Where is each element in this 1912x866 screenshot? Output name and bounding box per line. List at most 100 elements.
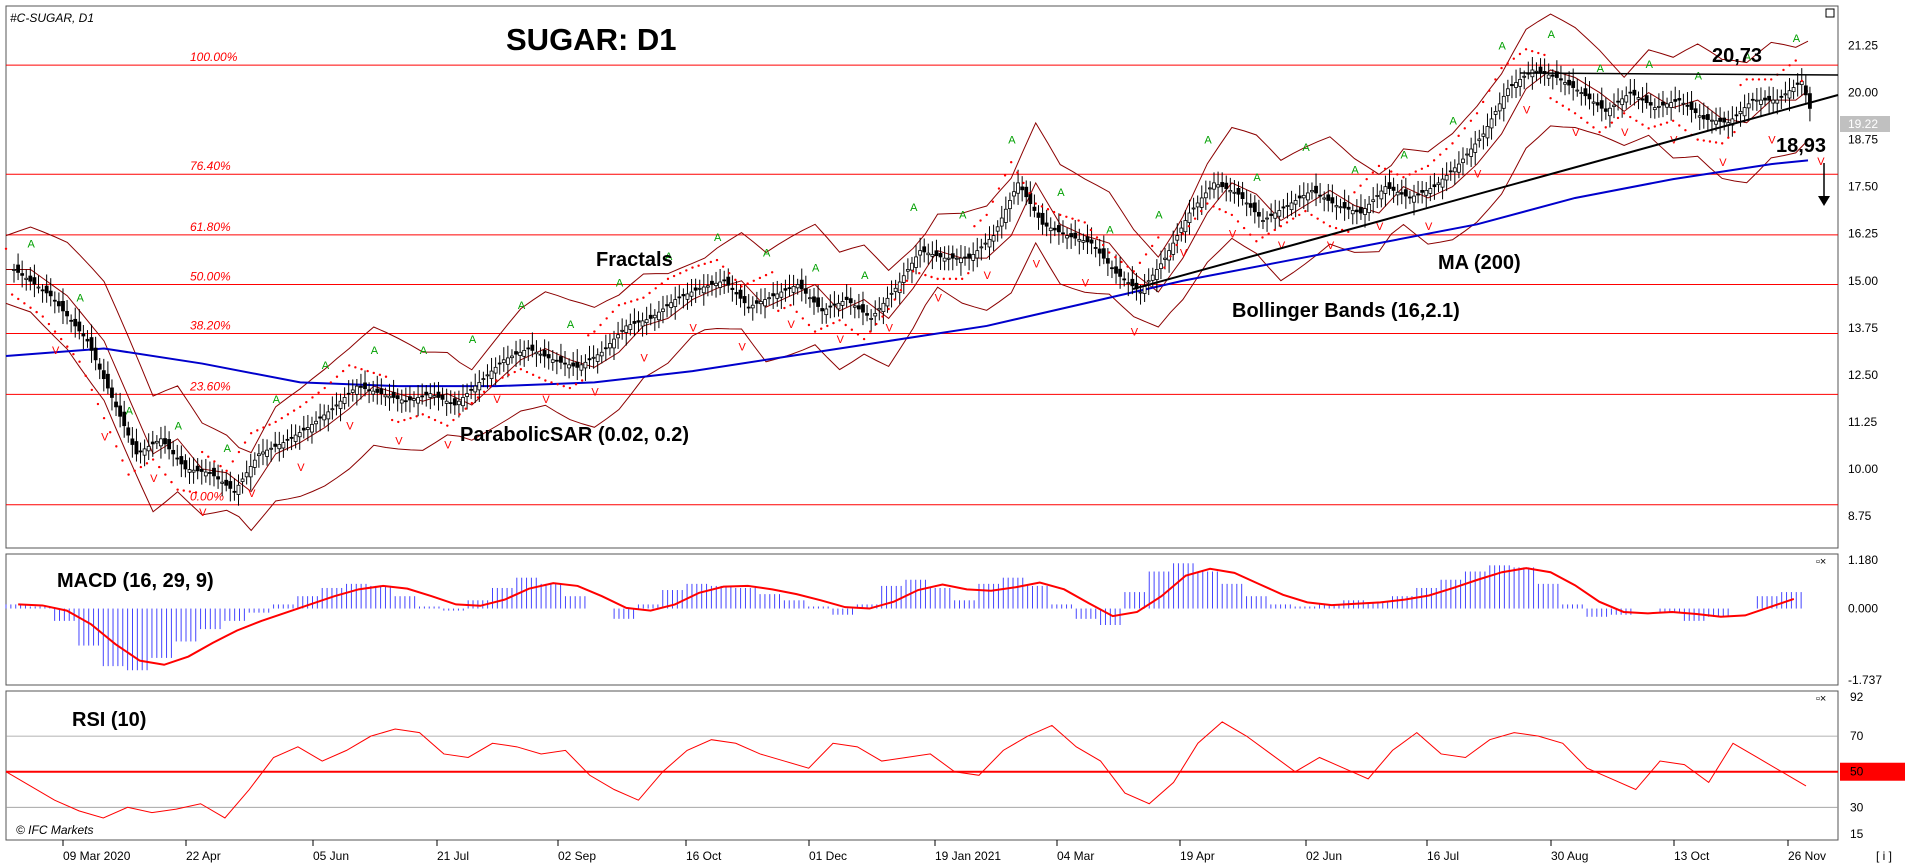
candle-body [1314,185,1318,194]
x-tick-label: 02 Jun [1306,849,1342,863]
sar-dot [801,317,805,320]
rsi-tick-label: 70 [1850,729,1864,743]
fractal-down: V [297,462,305,474]
info-button[interactable]: [ i ] [1876,849,1892,863]
sar-dot [777,309,780,313]
rsi-panel-buttons[interactable]: ▫× [1816,693,1826,705]
candle-body [1252,202,1257,213]
candle-body [979,246,984,249]
sar-dot [1267,232,1270,235]
candle-body [1346,206,1351,210]
sar-dot [1071,217,1074,220]
candle-body [783,288,788,291]
price-panel-maximize-button[interactable] [1825,8,1835,18]
candle-body [1424,190,1429,196]
candle-body [914,256,918,268]
candle-body [595,354,600,362]
candle-body [1256,212,1261,217]
candle-body [1138,291,1143,294]
sar-dot [384,375,388,378]
candle-body [987,238,992,248]
candle-body [1367,203,1372,213]
sar-dot [1573,112,1577,115]
candle-body [612,338,616,349]
candle-body [387,395,392,399]
fractal-up: A [28,239,36,251]
candle-body [412,398,416,401]
candle-body [40,289,45,292]
sar-dot [133,469,136,473]
candle-body [1028,193,1033,205]
candle-body [1714,120,1718,125]
candle-body [224,479,229,486]
fractal-down: V [1327,240,1335,252]
candle-body [865,313,869,316]
sar-dot [1040,205,1044,208]
symbol-label: #C-SUGAR, D1 [10,11,94,25]
sar-dot [942,277,945,281]
candle-body [444,400,449,404]
candle-body [248,466,253,478]
candle-body [648,314,653,319]
sar-dot [813,330,817,333]
fractal-down: V [1082,277,1090,289]
sar-dot [1751,78,1755,81]
candle-body [910,262,914,271]
price-tick-label: 18.75 [1848,133,1878,147]
candle-body [1412,195,1416,203]
sar-dot [1009,161,1013,164]
price-tick-label: 21.25 [1848,39,1878,53]
macd-indicator: 1.180 0.000 -1.737 [5,553,1882,687]
candle-body [567,364,572,369]
candle-body [1505,88,1510,96]
fractals: A V A V A V A V A V A V A V A V A V A V A V A V A V A V A V A V A V A V A V A V… [28,29,1826,519]
fibonacci-levels: 100.00% 76.40% 61.80% 50.00% 38.20% 23.60% 0.0… [6,50,1838,506]
candle-body [616,334,620,339]
candle-body [167,439,172,450]
sar-dot [764,273,768,277]
candle-body [1191,207,1196,210]
candle-body [93,347,98,361]
sar-dot [574,383,578,386]
candle-body [1436,182,1441,186]
candle-body [461,397,465,407]
fractal-up: A [1793,33,1801,45]
candle-body [942,257,947,262]
macd-panel-buttons[interactable]: ▫× [1816,556,1826,568]
rsi-tick-label: 30 [1850,800,1864,814]
sar-dot [4,247,8,250]
candle-body [522,349,527,357]
sar-dot [1261,236,1264,239]
candle-body [534,351,539,355]
candle-body [1216,184,1220,188]
sar-dot [249,432,253,435]
sar-dot [679,272,682,275]
candle-body [1285,205,1290,207]
ma-label: MA (200) [1438,252,1521,274]
fractal-down: V [689,323,697,335]
candle-body [1379,190,1384,200]
candle-body [1326,194,1331,201]
fractal-down: V [150,473,158,485]
sar-dot [1003,174,1007,177]
candle-body [885,297,890,307]
sar-dot [1555,100,1558,104]
sar-dot [200,450,204,454]
sar-dot [1414,170,1417,173]
x-tick-label: 30 Aug [1551,849,1588,863]
candle-body [105,373,110,389]
candle-body [314,420,318,425]
fractal-down: V [542,394,550,406]
sar-dot [348,364,351,367]
candle-body [236,484,241,495]
sar-dot [1537,51,1540,55]
sar-dot [862,337,866,341]
candle-body [632,321,637,324]
sar-dot [1126,265,1129,268]
candle-body [383,394,388,398]
sar-dot [531,373,535,377]
candle-body [812,296,816,303]
candle-body [926,252,931,256]
fractal-down: V [1817,156,1825,168]
fractal-up: A [420,345,428,357]
